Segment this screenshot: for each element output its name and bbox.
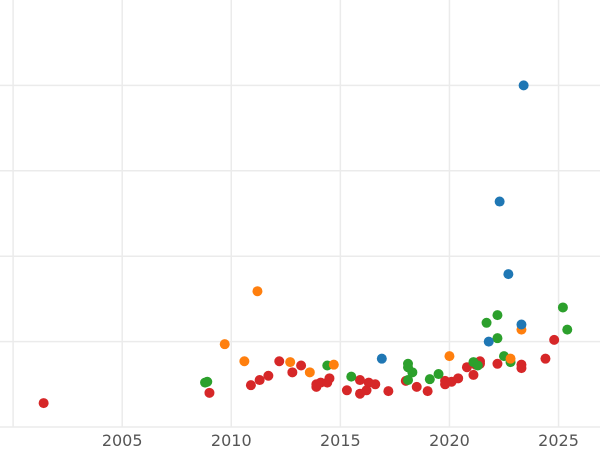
data-point-red (341, 385, 352, 396)
data-point-red (453, 373, 464, 384)
data-point-orange (219, 339, 230, 350)
data-point-green (346, 371, 357, 382)
data-point-red (38, 398, 49, 409)
data-point-blue (503, 269, 514, 280)
data-point-red (492, 358, 503, 369)
gridlines (0, 0, 600, 428)
x-tick-label: 2005 (102, 431, 143, 450)
data-point-green (433, 369, 444, 380)
data-point-red (245, 380, 256, 391)
data-point-red (263, 370, 274, 381)
data-point-green (492, 333, 503, 344)
data-point-red (411, 381, 422, 392)
data-point-red (468, 369, 479, 380)
data-point-red (370, 379, 381, 390)
data-point-orange (444, 351, 455, 362)
data-point-blue (494, 196, 505, 207)
data-point-blue (518, 80, 529, 91)
data-point-red (516, 363, 527, 374)
data-point-green (407, 367, 418, 378)
data-point-orange (252, 286, 263, 297)
data-point-red (204, 387, 215, 398)
data-point-red (383, 386, 394, 397)
data-point-red (549, 334, 560, 345)
data-point-green (492, 310, 503, 321)
data-point-orange (285, 357, 296, 368)
data-point-orange (328, 359, 339, 370)
data-points (38, 80, 573, 409)
x-tick-label: 2010 (211, 431, 252, 450)
data-point-orange (239, 356, 250, 367)
data-point-red (355, 375, 365, 386)
data-point-green (481, 317, 492, 328)
data-point-blue (516, 319, 527, 330)
x-tick-labels: 2005 2010 2015 2020 2025 (102, 431, 579, 450)
data-point-green (424, 374, 435, 385)
data-point-red (361, 385, 372, 396)
data-point-orange (304, 367, 315, 378)
data-point-red (254, 375, 265, 386)
data-point-blue (483, 336, 494, 347)
data-point-orange (505, 353, 516, 364)
data-point-red (274, 356, 285, 367)
data-point-red (540, 353, 551, 364)
data-point-red (324, 373, 335, 384)
data-point-green (403, 375, 413, 386)
data-point-green (202, 376, 213, 387)
data-point-green (562, 324, 573, 335)
data-point-red (296, 360, 307, 371)
data-point-blue (376, 353, 387, 364)
data-point-green (472, 360, 483, 371)
data-point-green (557, 302, 568, 313)
x-tick-label: 2015 (320, 431, 361, 450)
data-point-red (287, 367, 298, 378)
data-point-red (422, 386, 433, 397)
x-tick-label: 2020 (429, 431, 470, 450)
x-tick-label: 2025 (538, 431, 579, 450)
